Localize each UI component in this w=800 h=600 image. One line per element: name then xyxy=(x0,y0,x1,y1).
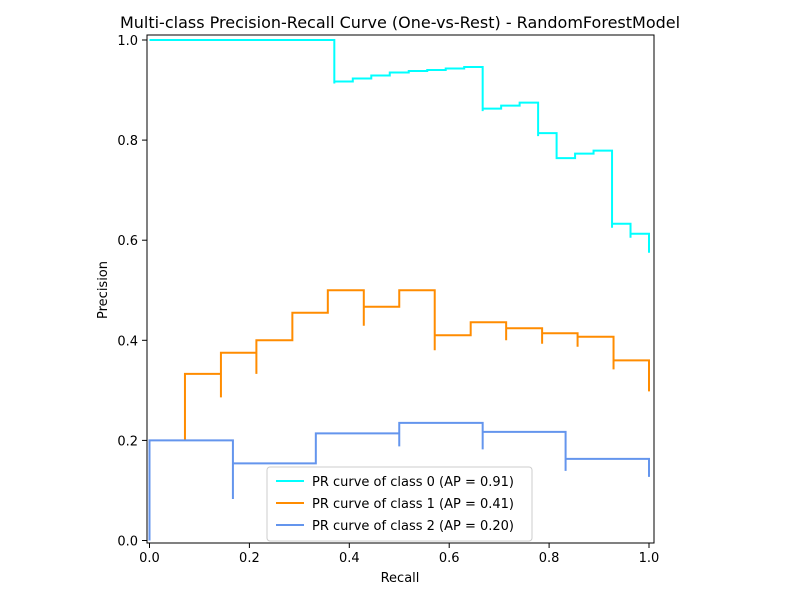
legend: PR curve of class 0 (AP = 0.91) PR curve … xyxy=(266,466,533,542)
y-tick-label: 0.0 xyxy=(117,534,138,549)
y-axis-ticks: 0.0 0.2 0.4 0.6 0.8 1.0 xyxy=(117,34,147,549)
y-tick-label: 0.8 xyxy=(117,134,138,149)
legend-label-class-0: PR curve of class 0 (AP = 0.91) xyxy=(312,475,514,490)
series-layer xyxy=(148,39,650,541)
series-line-class-1 xyxy=(183,289,650,441)
y-axis-label: Precision xyxy=(96,261,111,319)
legend-label-class-1: PR curve of class 1 (AP = 0.41) xyxy=(312,497,514,512)
plot-frame xyxy=(146,34,655,544)
x-tick-label: 0.2 xyxy=(239,551,260,566)
x-tick-label: 0.8 xyxy=(539,551,560,566)
y-tick-label: 0.2 xyxy=(117,434,138,449)
y-tick-label: 1.0 xyxy=(117,34,138,49)
x-axis-ticks: 0.0 0.2 0.4 0.6 0.8 1.0 xyxy=(139,543,659,566)
x-axis-label: Recall xyxy=(381,571,420,586)
series-line-class-0 xyxy=(149,39,650,253)
y-tick-label: 0.4 xyxy=(117,334,138,349)
x-tick-label: 1.0 xyxy=(639,551,660,566)
legend-label-class-2: PR curve of class 2 (AP = 0.20) xyxy=(312,519,514,534)
chart-title: Multi-class Precision-Recall Curve (One-… xyxy=(120,13,680,32)
x-tick-label: 0.0 xyxy=(139,551,160,566)
x-tick-label: 0.4 xyxy=(339,551,360,566)
series-line-class-2 xyxy=(148,421,650,541)
x-tick-label: 0.6 xyxy=(439,551,460,566)
y-tick-label: 0.6 xyxy=(117,234,138,249)
legend-box xyxy=(266,466,533,542)
